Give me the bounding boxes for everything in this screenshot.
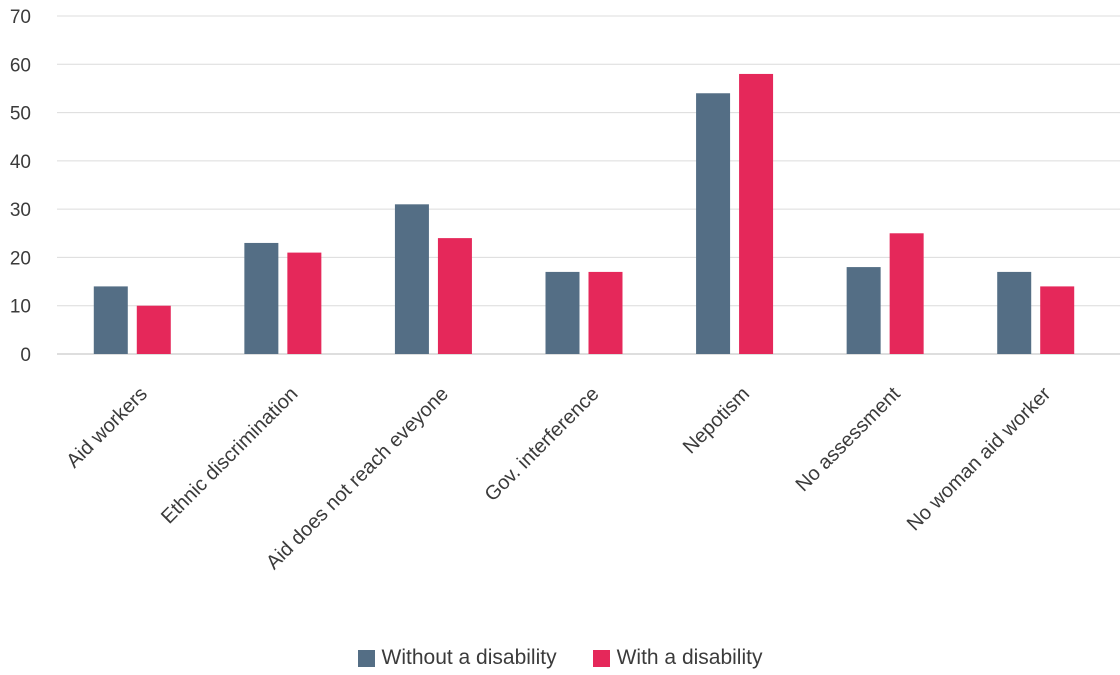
gridlines	[57, 15, 1120, 355]
bar-with-disability	[588, 271, 623, 354]
bar-with-disability	[136, 305, 171, 354]
bar-without-disability	[244, 242, 279, 354]
y-tick-label: 40	[10, 152, 31, 173]
bar-without-disability	[846, 267, 881, 354]
legend-label-with-disability: With a disability	[616, 646, 763, 669]
bar-without-disability	[545, 271, 580, 354]
bar-with-disability	[287, 252, 322, 354]
x-category-label: Aid workers	[62, 383, 151, 472]
y-tick-label: 70	[10, 7, 31, 28]
x-category-label: No assessment	[792, 383, 905, 496]
y-tick-label: 30	[10, 200, 31, 221]
legend-label-without-disability: Without a disability	[381, 646, 557, 669]
legend-swatch-with-disability	[592, 649, 610, 667]
bar-without-disability	[997, 271, 1032, 354]
bar-with-disability	[739, 73, 774, 354]
y-tick-label: 0	[20, 345, 31, 366]
legend-swatch-without-disability	[357, 649, 375, 667]
legend-item-with-disability: With a disability	[592, 646, 763, 670]
bar-with-disability	[437, 238, 472, 354]
x-category-label: Nepotism	[679, 383, 754, 458]
legend: Without a disability With a disability	[0, 646, 1120, 670]
x-category-label: No woman aid worker	[903, 383, 1056, 536]
bar-without-disability	[394, 204, 429, 354]
bars	[93, 73, 1075, 354]
y-tick-label: 10	[10, 297, 31, 318]
x-category-label: Gov. interference	[481, 383, 604, 506]
bar-without-disability	[696, 93, 731, 354]
y-tick-label: 60	[10, 55, 31, 76]
bar-with-disability	[889, 233, 924, 354]
legend-item-without-disability: Without a disability	[357, 646, 557, 670]
y-axis-ticks: 0 10 20 30 40 50 60 70	[10, 7, 31, 366]
x-category-label: Aid does not reach eveyone	[262, 383, 453, 574]
x-category-label: Ethnic discrimination	[157, 383, 302, 528]
y-tick-label: 50	[10, 104, 31, 125]
y-tick-label: 20	[10, 248, 31, 269]
bar-without-disability	[93, 286, 128, 354]
bar-with-disability	[1040, 286, 1075, 354]
